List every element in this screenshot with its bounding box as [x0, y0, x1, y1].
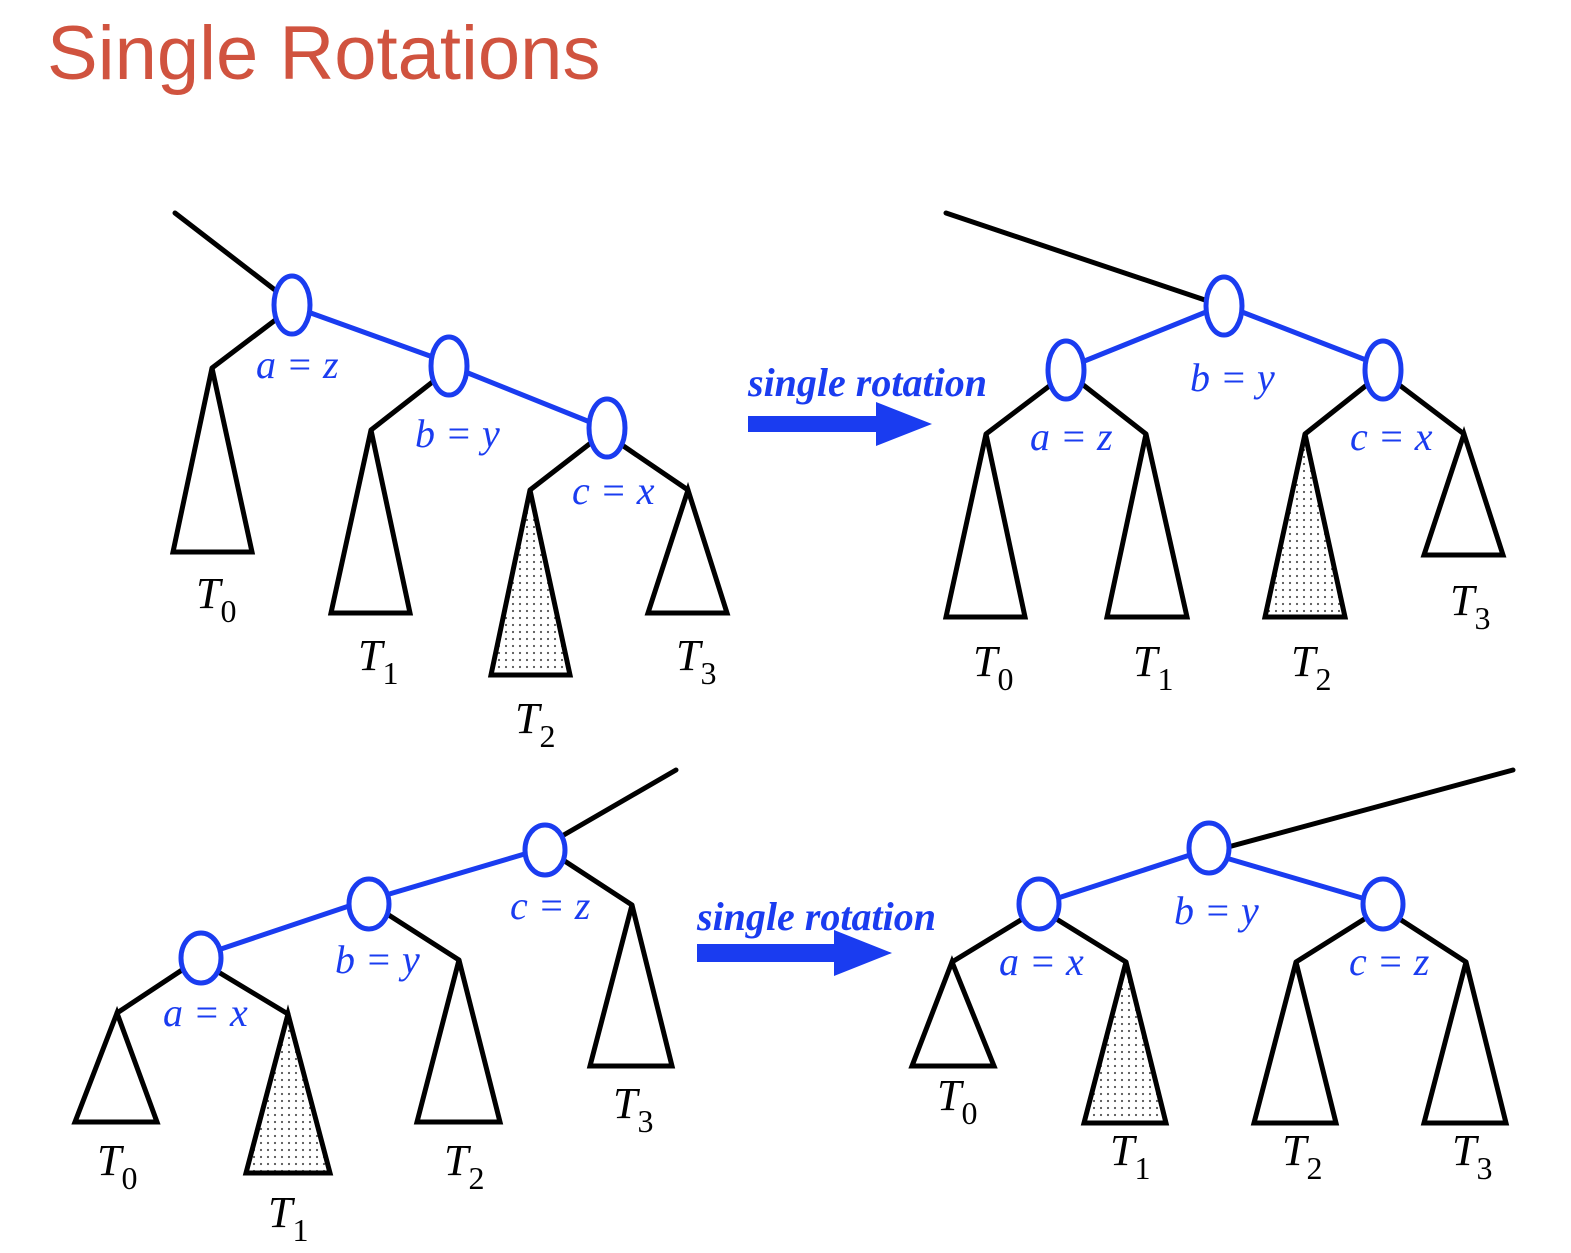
parent-edge: [1225, 767, 1516, 850]
subtree-t0-label: T0: [937, 1071, 977, 1131]
edge-x-t2: [1302, 381, 1371, 437]
subtree-t3: [1420, 425, 1507, 558]
subtree-t0-label: T0: [973, 637, 1013, 697]
node-a: [1016, 876, 1062, 932]
edge-x-t2: [527, 439, 595, 493]
node-c-label: c = x: [572, 468, 655, 513]
node-a: [1045, 338, 1087, 402]
arrow-right-icon: [697, 930, 892, 976]
node-c: [522, 822, 568, 878]
subtree-t2-label: T2: [1282, 1126, 1322, 1186]
subtree-t1: [1103, 433, 1191, 620]
subtree-t0: [169, 367, 256, 555]
node-b-label: b = y: [1174, 888, 1259, 933]
node-c: [586, 396, 628, 460]
subtree-t3-label: T3: [1452, 1126, 1492, 1186]
subtree-t0: [908, 955, 998, 1069]
edge-z-t0: [983, 381, 1055, 437]
edge-z-t2: [1293, 915, 1369, 965]
parent-edge: [559, 767, 679, 839]
bottom-before-tree: a = x b = y c = z T0 T1 T2 T3: [71, 767, 679, 1248]
edge-y-x: [465, 370, 593, 425]
node-b-label: b = y: [415, 411, 500, 456]
edge-y-x: [1239, 309, 1369, 363]
edge-y-z: [1079, 309, 1209, 365]
subtree-t1-label: T1: [1133, 637, 1173, 697]
node-b: [1203, 274, 1245, 338]
edge-x-t3: [1395, 381, 1467, 437]
top-after-tree: b = y a = z c = x T0 T1 T2 T3: [942, 210, 1507, 697]
subtree-t0-label: T0: [97, 1136, 137, 1196]
subtree-t2: [1250, 961, 1340, 1126]
edge-y-z: [1223, 855, 1365, 901]
subtree-t2: [413, 959, 504, 1125]
subtree-t3: [644, 481, 731, 616]
top-rotation-arrow: single rotation: [747, 360, 987, 446]
edge-z-t3: [557, 855, 635, 908]
edge-z-t1: [1079, 381, 1149, 437]
parent-edge: [172, 210, 278, 293]
subtree-t3-label: T3: [613, 1079, 653, 1139]
subtree-t2: [1261, 433, 1349, 620]
subtree-t1-label: T1: [358, 631, 398, 691]
node-b-label: b = y: [335, 937, 420, 982]
subtree-t2-label: T2: [444, 1136, 484, 1196]
top-before-tree: a = z b = y c = x T0 T1 T2 T3: [169, 210, 731, 754]
subtree-t2: [487, 489, 574, 678]
edge-x-y: [215, 902, 355, 953]
page-title: Single Rotations: [47, 11, 601, 96]
node-c-label: c = x: [1350, 414, 1433, 459]
subtree-t3-label: T3: [1450, 576, 1490, 636]
edge-x-t3: [619, 442, 691, 493]
node-a-label: a = x: [163, 990, 248, 1035]
node-b-label: b = y: [1190, 355, 1275, 400]
edge-x-t0: [949, 915, 1027, 965]
subtree-t0-label: T0: [196, 569, 236, 629]
node-b: [1186, 820, 1232, 876]
node-a-label: a = z: [256, 342, 339, 387]
edge-z-t0: [209, 315, 281, 371]
edge-y-t2: [381, 909, 462, 963]
subtree-t1-label: T1: [1110, 1126, 1150, 1186]
edge-x-t1: [212, 967, 291, 1017]
node-c: [1362, 338, 1404, 402]
subtree-t1-label: T1: [268, 1188, 308, 1248]
bottom-arrow-label: single rotation: [696, 894, 936, 939]
subtree-t1: [327, 429, 414, 616]
subtree-t3: [1420, 961, 1510, 1126]
subtree-t2-label: T2: [515, 694, 555, 754]
node-b: [428, 334, 470, 398]
node-c-label: c = z: [510, 883, 591, 928]
node-a-label: a = z: [1030, 414, 1113, 459]
edge-y-x: [1055, 852, 1193, 901]
node-c-label: c = z: [1349, 939, 1430, 984]
subtree-t1: [1080, 961, 1170, 1126]
subtree-t3: [586, 904, 676, 1069]
subtree-t2-label: T2: [1291, 637, 1331, 697]
node-c: [1360, 876, 1406, 932]
subtree-t3-label: T3: [676, 631, 716, 691]
edge-y-t1: [368, 377, 438, 433]
bottom-after-tree: b = y a = x c = z T0 T1 T2 T3: [908, 767, 1516, 1186]
edge-x-t1: [1055, 917, 1129, 965]
edge-x-t0: [114, 965, 188, 1016]
node-b: [346, 876, 392, 932]
subtree-t1: [242, 1004, 334, 1176]
top-arrow-label: single rotation: [747, 360, 987, 405]
node-a: [178, 930, 224, 986]
arrow-right-icon: [748, 402, 932, 446]
parent-edge: [943, 210, 1208, 303]
node-a-label: a = x: [999, 939, 1084, 984]
edge-z-t3: [1395, 915, 1469, 965]
subtree-t0: [71, 1005, 161, 1125]
bottom-rotation-arrow: single rotation: [696, 894, 936, 976]
edge-y-z: [383, 850, 531, 898]
subtree-t0: [942, 433, 1029, 620]
node-a: [271, 273, 313, 337]
edge-z-y: [305, 309, 433, 359]
